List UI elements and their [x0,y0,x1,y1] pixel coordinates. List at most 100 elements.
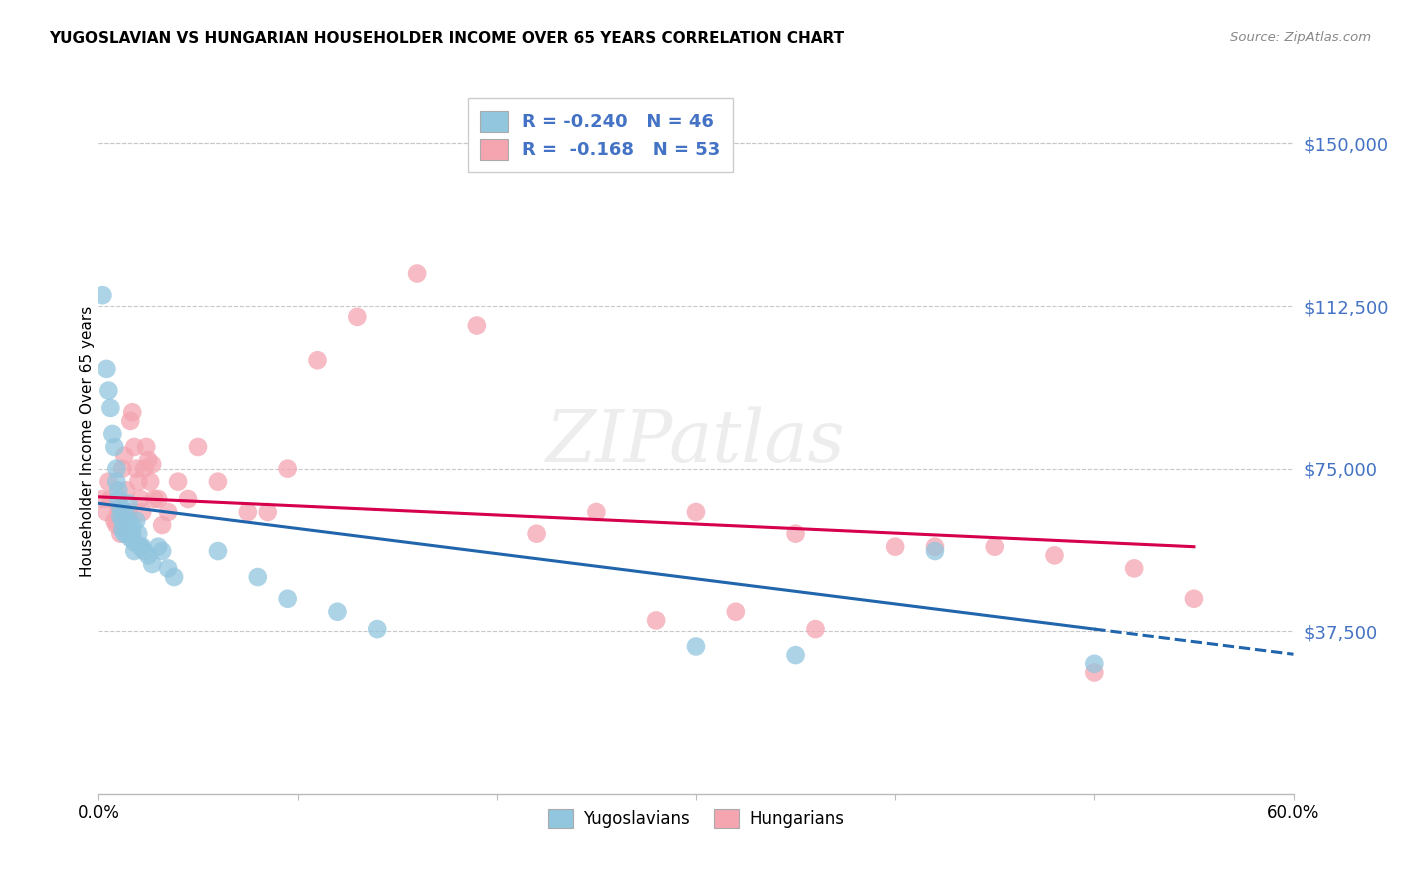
Point [1123,561,1146,575]
Point [134,461,156,475]
Point [124,544,146,558]
Point [326,605,349,619]
Point [141,458,163,472]
Point [346,310,368,324]
Point [127,475,149,489]
Point [121,518,143,533]
Point [785,648,807,662]
Point [121,405,143,419]
Point [724,605,747,619]
Point [124,440,146,454]
Point [136,549,159,563]
Point [120,414,142,428]
Point [103,440,125,454]
Point [105,461,128,475]
Point [139,475,162,489]
Point [685,505,707,519]
Point [111,522,134,536]
Point [465,318,488,333]
Legend: Yugoslavians, Hungarians: Yugoslavians, Hungarians [541,802,851,835]
Point [107,491,129,506]
Point [246,570,269,584]
Point [148,491,170,506]
Point [256,505,278,519]
Point [105,518,128,533]
Point [157,561,180,575]
Point [785,526,807,541]
Point [207,544,229,558]
Point [124,535,146,549]
Point [91,491,114,506]
Point [141,557,163,571]
Text: Source: ZipAtlas.com: Source: ZipAtlas.com [1230,31,1371,45]
Point [107,483,129,498]
Point [125,514,148,528]
Point [924,540,946,554]
Point [117,505,139,519]
Point [1182,591,1205,606]
Point [804,622,827,636]
Point [91,288,114,302]
Point [110,509,132,524]
Point [112,526,135,541]
Point [97,384,120,398]
Point [120,531,142,545]
Point [110,526,132,541]
Point [121,526,143,541]
Point [101,426,124,441]
Point [111,514,134,528]
Point [111,461,134,475]
Point [177,491,200,506]
Point [115,518,138,533]
Point [129,540,152,554]
Point [117,514,139,528]
Point [135,440,157,454]
Point [112,449,135,463]
Point [134,544,156,558]
Point [585,505,607,519]
Point [163,570,186,584]
Point [115,526,138,541]
Point [984,540,1007,554]
Point [685,640,707,654]
Point [645,614,668,628]
Point [131,505,153,519]
Point [207,475,229,489]
Point [157,505,180,519]
Point [167,475,190,489]
Point [96,505,118,519]
Point [96,362,118,376]
Point [406,267,429,281]
Point [150,518,173,533]
Point [526,526,548,541]
Point [148,540,170,554]
Y-axis label: Householder Income Over 65 years: Householder Income Over 65 years [80,306,94,577]
Point [1083,665,1105,680]
Point [98,491,122,506]
Point [277,461,299,475]
Point [1083,657,1105,671]
Point [125,461,148,475]
Text: YUGOSLAVIAN VS HUNGARIAN HOUSEHOLDER INCOME OVER 65 YEARS CORRELATION CHART: YUGOSLAVIAN VS HUNGARIAN HOUSEHOLDER INC… [49,31,845,46]
Point [107,505,129,519]
Point [110,500,132,515]
Point [1043,549,1066,563]
Point [884,540,907,554]
Point [97,475,120,489]
Point [136,453,159,467]
Point [117,496,139,510]
Point [236,505,259,519]
Point [307,353,329,368]
Point [98,401,122,415]
Point [120,522,142,536]
Point [129,491,152,506]
Point [924,544,946,558]
Point [127,526,149,541]
Point [103,514,125,528]
Point [143,491,166,506]
Point [131,540,153,554]
Point [105,475,128,489]
Point [150,544,173,558]
Point [187,440,209,454]
Point [112,505,135,519]
